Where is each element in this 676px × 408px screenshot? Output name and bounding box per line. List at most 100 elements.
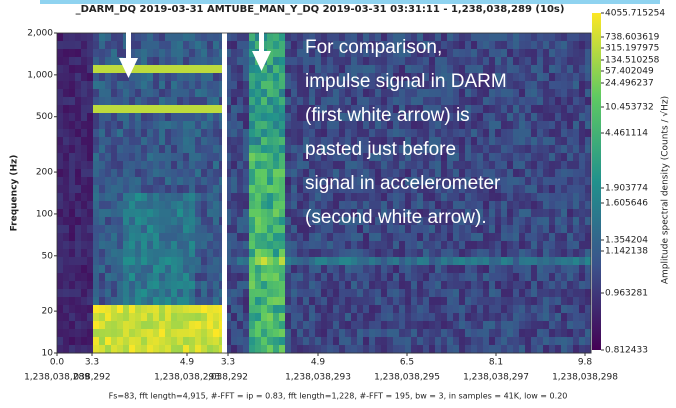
spectrogram-cell [483,33,490,42]
spectrogram-cell [81,33,88,42]
spectrogram-cell [99,89,106,98]
spectrogram-cell [447,161,454,170]
spectrogram-cell [387,73,394,82]
spectrogram-cell [297,169,304,178]
spectrogram-cell [549,233,556,242]
spectrogram-cell [315,233,322,242]
spectrogram-cell [507,161,514,170]
spectrogram-cell [69,185,76,194]
spectrogram-cell [555,161,562,170]
spectrogram-cell [429,265,436,274]
spectrogram-cell [327,169,334,178]
spectrogram-cell [489,161,496,170]
spectrogram-cell [159,145,166,154]
spectrogram-cell [345,97,352,106]
spectrogram-cell [315,313,322,322]
spectrogram-cell [183,41,190,50]
spectrogram-cell [183,321,190,330]
spectrogram-cell [213,209,220,218]
spectrogram-cell [375,273,382,282]
spectrogram-cell [429,153,436,162]
spectrogram-cell [75,89,82,98]
spectrogram-cell [309,65,316,74]
spectrogram-cell [465,241,472,250]
spectrogram-cell [315,289,322,298]
spectrogram-cell [105,137,112,146]
spectrogram-cell [243,313,250,322]
spectrogram-cell [195,185,202,194]
spectrogram-cell [231,89,238,98]
spectrogram-cell [279,297,286,306]
spectrogram-cell [483,329,490,338]
spectrogram-cell [369,97,376,106]
spectrogram-cell [147,209,154,218]
spectrogram-cell [309,209,316,218]
spectrogram-cell [351,321,358,330]
spectrogram-cell [579,233,586,242]
spectrogram-cell [447,57,454,66]
spectrogram-cell [573,305,580,314]
spectrogram-cell [123,225,130,234]
spectrogram-cell [189,297,196,306]
spectrogram-cell [429,217,436,226]
spectrogram-cell [129,137,136,146]
spectrogram-cell [129,217,136,226]
spectrogram-cell [333,209,340,218]
spectrogram-cell [405,193,412,202]
spectrogram-cell [495,65,502,74]
spectrogram-cell [243,73,250,82]
spectrogram-cell [501,217,508,226]
spectrogram-cell [483,297,490,306]
spectrogram-cell [231,137,238,146]
spectrogram-cell [279,33,286,42]
spectrogram-cell [579,201,586,210]
spectrogram-cell [555,65,562,74]
spectrogram-cell [579,241,586,250]
spectrogram-cell [417,337,424,346]
spectrogram-cell [231,233,238,242]
spectrogram-cell [285,105,292,114]
spectrogram-cell [99,161,106,170]
spectrogram-cell [105,305,112,314]
spectrogram-cell [537,273,544,282]
spectrogram-cell [315,97,322,106]
spectrogram-cell [405,33,412,42]
spectrogram-cell [69,233,76,242]
spectrogram-cell [453,257,460,266]
spectrogram-cell [345,265,352,274]
spectrogram-cell [165,57,172,66]
spectrogram-cell [315,33,322,42]
spectrogram-cell [279,145,286,154]
spectrogram-cell [567,169,574,178]
spectrogram-cell [309,33,316,42]
arrow [119,24,138,78]
spectrogram-cell [75,177,82,186]
spectrogram-cell [123,169,130,178]
spectrogram-cell [69,345,76,354]
spectrogram-cell [267,201,274,210]
spectrogram-cell [249,313,256,322]
spectrogram-cell [309,97,316,106]
spectrogram-cell [315,177,322,186]
spectrogram-cell [195,153,202,162]
spectrogram-cell [447,337,454,346]
spectrogram-cell [381,241,388,250]
spectrogram-cell [507,57,514,66]
colorbar-tick-label: 4055.715254 [605,9,665,19]
spectrogram-cell [177,169,184,178]
spectrogram-cell [525,41,532,50]
spectrogram-cell [381,273,388,282]
spectrogram-cell [447,169,454,178]
spectrogram-cell [75,65,82,74]
spectrogram-cell [303,193,310,202]
spectrogram-cell [225,289,232,298]
spectrogram-cell [585,313,592,322]
spectrogram-cell [207,249,214,258]
spectrogram-cell [99,97,106,106]
spectrogram-cell [231,305,238,314]
spectrogram-cell [495,97,502,106]
spectrogram-cell [519,113,526,122]
spectrogram-cell [327,233,334,242]
spectrogram-cell [447,33,454,42]
spectrogram-cell [207,41,214,50]
